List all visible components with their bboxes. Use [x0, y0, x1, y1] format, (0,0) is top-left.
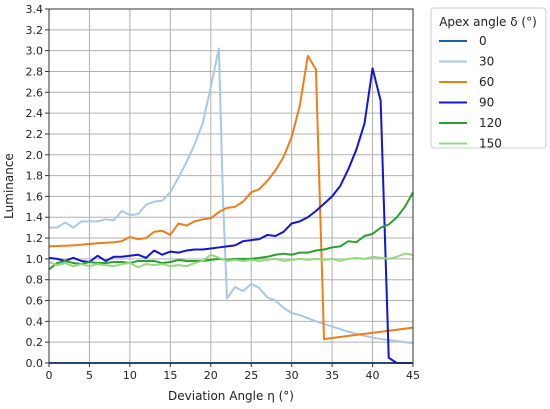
series-line-120	[48, 191, 414, 271]
y-tick-labels: 0.0 0.2 0.4 0.6 0.8 1.0 1.2 1.4 1.6 1.8 2.0 2.2 2.4 2…	[26, 3, 49, 370]
grid	[48, 8, 414, 364]
y-tick-label: 1.6	[26, 190, 44, 203]
series-line-90	[48, 67, 413, 364]
y-tick-label: 1.4	[26, 211, 44, 224]
series-line-30	[49, 47, 414, 345]
x-tick-label: 30	[285, 369, 299, 382]
y-tick-label: 3.0	[26, 45, 44, 58]
x-tick-labels: 0 5 10 15 20 25 30 35 40 45	[46, 363, 420, 382]
x-tick-label: 5	[86, 369, 93, 382]
legend-label-0: 0	[479, 34, 487, 48]
x-tick-label: 20	[204, 369, 218, 382]
y-tick-label: 3.4	[26, 3, 44, 16]
y-tick-label: 0.4	[26, 315, 44, 328]
plot-frame	[48, 8, 414, 364]
y-tick-label: 1.2	[26, 232, 44, 245]
x-tick-label: 35	[325, 369, 339, 382]
legend: Apex angle δ (°) 0 30 60 90 120 150	[430, 7, 547, 151]
y-tick-label: 2.0	[26, 149, 44, 162]
legend-items: 0 30 60 90 120 150	[439, 34, 502, 151]
x-axis-title: Deviation Angle η (°)	[168, 389, 294, 403]
legend-label-150: 150	[479, 137, 502, 151]
y-tick-label: 2.2	[26, 128, 44, 141]
y-tick-label: 2.4	[26, 107, 44, 120]
y-tick-label: 1.0	[26, 253, 44, 266]
series-line-60	[48, 54, 414, 341]
legend-title: Apex angle δ (°)	[439, 15, 537, 29]
y-tick-label: 0.8	[26, 274, 44, 287]
y-tick-label: 0.6	[26, 295, 44, 308]
legend-label-30: 30	[479, 55, 494, 69]
series-line-150	[48, 252, 414, 269]
series-lines	[48, 47, 414, 364]
y-axis-title: Luminance	[2, 153, 16, 219]
x-tick-label: 40	[366, 369, 380, 382]
y-tick-label: 3.2	[26, 24, 44, 37]
x-tick-label: 15	[163, 369, 177, 382]
y-tick-label: 1.8	[26, 170, 44, 183]
x-tick-label: 25	[244, 369, 258, 382]
legend-box	[430, 7, 547, 149]
y-tick-label: 2.8	[26, 65, 44, 78]
legend-label-60: 60	[479, 75, 494, 89]
y-tick-label: 2.6	[26, 86, 44, 99]
x-tick-label: 45	[406, 369, 420, 382]
x-tick-label: 10	[123, 369, 137, 382]
x-tick-label: 0	[46, 369, 53, 382]
y-tick-label: 0.0	[26, 357, 44, 370]
legend-label-90: 90	[479, 96, 494, 110]
legend-label-120: 120	[479, 116, 502, 130]
y-tick-label: 0.2	[26, 336, 44, 349]
